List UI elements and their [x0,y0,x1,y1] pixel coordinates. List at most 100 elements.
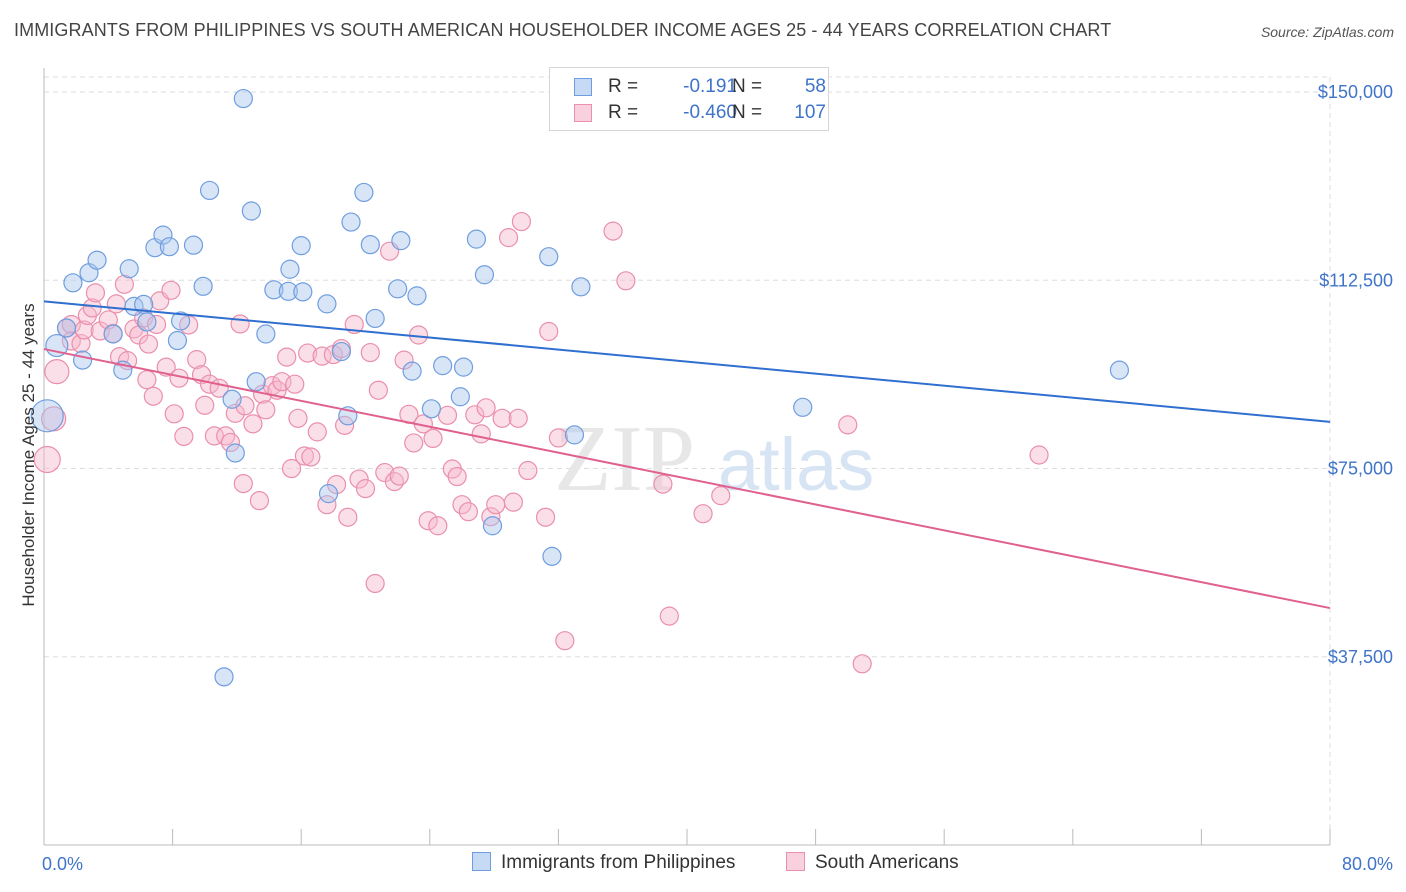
point-philippines [264,280,284,300]
point-south-americans [285,374,305,394]
point-philippines [360,235,380,255]
point-philippines [56,318,77,338]
point-philippines [793,397,813,417]
point-philippines [318,484,339,504]
point-south-americans [476,398,496,418]
point-south-americans [838,415,858,435]
point-south-americans [225,403,245,423]
point-south-americans [394,350,414,370]
point-south-americans [428,516,448,536]
point-south-americans [288,408,308,428]
point-philippines [87,250,107,270]
point-philippines [571,277,591,297]
point-south-americans [437,405,458,425]
point-philippines [433,356,453,376]
axes [43,68,1331,846]
legend-label-south-americans: South Americans [815,852,959,873]
point-philippines [482,516,503,536]
x-tick-label: 0.0% [42,854,83,874]
point-philippines [256,324,276,344]
point-philippines [291,236,311,256]
point-south-americans [161,280,181,300]
point-philippines [354,182,374,203]
point-philippines [331,341,351,362]
series-south-americans [33,211,1049,674]
point-south-americans [365,573,385,594]
tick-labels: $37,500 $75,000 $112,500 $150,000 0.0% 80.0% [42,82,1393,874]
y-tick-label: $37,500 [1328,647,1393,667]
legend-item-south-americans[interactable]: South Americans [786,852,959,876]
trend-line-south-americans [43,348,1331,610]
point-philippines [225,443,245,463]
point-philippines [214,667,234,687]
point-philippines [30,399,64,433]
point-philippines [317,294,337,314]
point-south-americans [492,408,512,428]
point-south-americans [548,428,569,448]
watermark-atlas: atlas [718,423,874,506]
point-philippines [402,361,422,381]
point-philippines [564,425,585,445]
point-philippines [199,180,220,201]
point-south-americans [174,426,194,447]
point-south-americans [85,283,106,303]
point-south-americans [349,469,369,489]
point-south-americans [137,370,157,390]
point-south-americans [535,507,556,527]
point-philippines [407,286,427,306]
point-south-americans [404,433,424,453]
point-south-americans [603,221,623,241]
point-south-americans [301,447,321,467]
point-south-americans [243,414,263,434]
point-philippines [63,273,83,293]
point-philippines [539,247,559,267]
trend-line-philippines [43,300,1331,423]
chart-title: IMMIGRANTS FROM PHILIPPINES VS SOUTH AME… [14,20,1112,40]
point-philippines [167,330,188,351]
point-philippines [233,88,253,109]
point-south-americans [486,495,506,515]
point-philippines [341,212,361,232]
point-south-americans [659,606,679,626]
legend-n-value: 58 [804,76,826,97]
point-south-americans [498,228,519,248]
point-south-americans [511,211,532,232]
x-tick-label: 80.0% [1342,854,1393,874]
trend-lines [43,300,1331,610]
point-philippines [453,357,474,377]
point-philippines [466,229,487,249]
legend-n-label: N = [732,76,763,97]
point-south-americans [143,386,163,406]
point-philippines [278,281,298,301]
point-south-americans [465,405,485,425]
point-south-americans [82,298,102,318]
point-south-americans [307,422,327,442]
point-philippines [421,399,442,419]
legend-r-value: -0.460 [683,102,737,123]
legend-item-philippines[interactable]: Immigrants from Philippines [472,852,735,876]
point-philippines [153,225,173,245]
point-philippines [365,308,385,329]
legend-n-value: 107 [794,102,826,123]
watermark: ZIP atlas [554,407,874,511]
point-philippines [241,201,261,221]
point-south-americans [693,504,713,524]
point-philippines [72,350,93,370]
point-south-americans [447,466,467,487]
y-tick-label: $112,500 [1319,270,1393,290]
point-south-americans [298,343,318,363]
point-south-americans [418,511,438,531]
legend-swatch-blue [574,78,592,96]
point-south-americans [256,400,276,420]
point-south-americans [653,474,673,494]
point-south-americans [852,654,872,674]
point-south-americans [33,445,61,474]
legend-n-label: N = [732,102,763,123]
point-philippines [474,265,495,285]
point-philippines [119,259,139,279]
point-south-americans [458,502,478,522]
legend-label-philippines: Immigrants from Philippines [501,852,736,873]
point-philippines [293,282,313,302]
point-south-americans [294,446,315,466]
point-south-americans [360,342,380,363]
